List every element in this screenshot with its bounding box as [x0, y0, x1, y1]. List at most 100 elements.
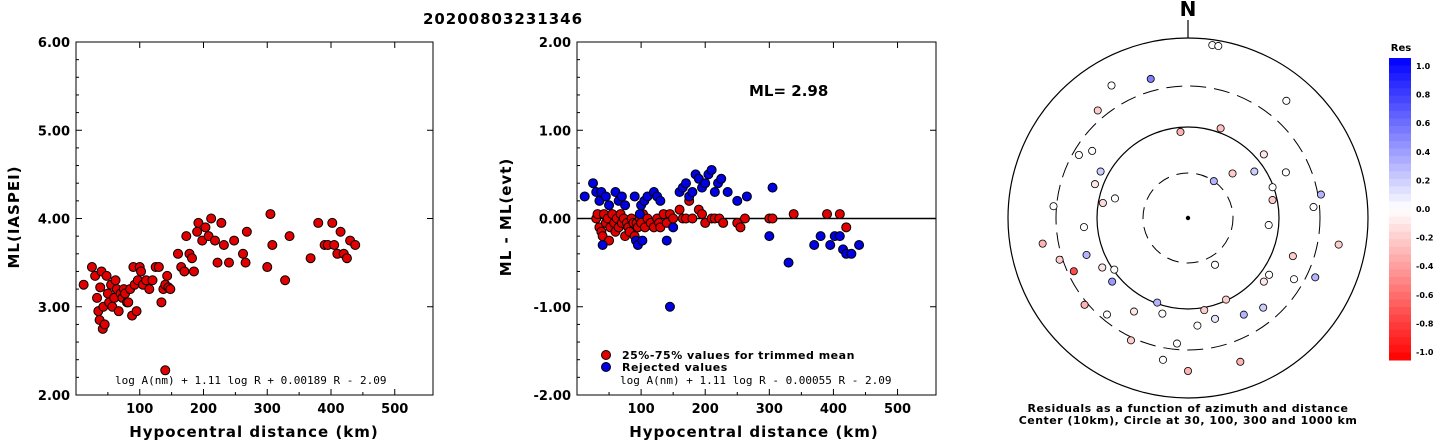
left-plot: 100 200 300 400 500 2.00 3.00 4.00 5.00 6.00 [38, 36, 434, 417]
colorbar-segment [1389, 141, 1411, 150]
colorbar-segment [1389, 239, 1411, 248]
colorbar-segment [1389, 209, 1411, 218]
data-point [668, 213, 679, 224]
legend-rejected: Rejected values [622, 361, 728, 374]
colorbar-tick-label: 1.0 [1416, 62, 1431, 71]
colorbar-segment [1389, 231, 1411, 240]
station-marker [1311, 273, 1320, 282]
data-point [788, 209, 799, 220]
data-point [661, 235, 672, 246]
station-marker [1250, 167, 1259, 176]
station-marker [1080, 300, 1089, 309]
data-point [732, 195, 743, 206]
station-marker [1193, 321, 1202, 330]
colorbar-segment [1389, 246, 1411, 255]
station-marker [1107, 81, 1116, 90]
colorbar-segment [1389, 171, 1411, 180]
data-point [327, 217, 338, 228]
data-point [854, 239, 865, 250]
station-marker [1158, 355, 1167, 364]
north-label: N [1180, 0, 1197, 21]
data-point [809, 239, 820, 250]
data-point [722, 187, 733, 198]
x-tick-label: 500 [884, 402, 911, 417]
station-marker [1288, 252, 1297, 261]
data-point [153, 262, 164, 273]
data-point [341, 253, 352, 264]
station-marker [1173, 339, 1182, 348]
station-marker [1222, 295, 1231, 304]
data-point [181, 231, 192, 242]
data-point [165, 284, 176, 295]
data-point [664, 301, 675, 312]
data-point [123, 297, 134, 308]
colorbar-segment [1389, 80, 1411, 89]
x-tick-label: 400 [317, 402, 344, 417]
middle-formula: log A(nm) + 1.11 log R - 0.00055 R - 2.0… [620, 374, 892, 387]
data-point [209, 235, 220, 246]
data-point [187, 253, 198, 264]
data-point [131, 306, 142, 317]
station-marker [1259, 277, 1268, 286]
y-tick-label: 6.00 [38, 36, 70, 51]
data-point [687, 213, 698, 224]
data-point [767, 213, 778, 224]
station-marker [1098, 263, 1107, 272]
colorbar-segment [1389, 201, 1411, 210]
station-marker [1110, 265, 1119, 274]
figure-title: 20200803231346 [423, 10, 583, 28]
station-marker [1209, 177, 1218, 186]
data-point [144, 284, 155, 295]
station-marker [1228, 169, 1237, 178]
colorbar-segment [1389, 148, 1411, 157]
station-marker [1153, 298, 1162, 307]
data-point [834, 209, 845, 220]
colorbar-tick-label: -0.8 [1416, 319, 1434, 328]
data-point [240, 257, 251, 268]
station-marker [1236, 357, 1245, 366]
data-point [735, 222, 746, 233]
data-point [179, 266, 190, 277]
colorbar-segment [1389, 163, 1411, 172]
station-marker [1079, 223, 1088, 232]
x-tick-label: 100 [126, 402, 153, 417]
x-tick-label: 400 [820, 402, 847, 417]
colorbar-tick-label: -0.2 [1416, 234, 1434, 243]
colorbar-tick-label: 0.0 [1416, 205, 1431, 214]
data-point [634, 209, 645, 220]
data-point [741, 191, 752, 202]
y-tick-label: 2.00 [38, 389, 70, 404]
station-marker [1110, 194, 1119, 203]
colorbar-segment [1389, 178, 1411, 187]
data-point [739, 213, 750, 224]
station-marker [1290, 275, 1299, 284]
data-point [597, 239, 608, 250]
y-tick-label: 5.00 [38, 124, 70, 139]
colorbar-title: Res [1391, 43, 1411, 54]
data-point [99, 319, 110, 330]
data-point [637, 235, 648, 246]
data-point [718, 217, 729, 228]
data-point [92, 292, 103, 303]
data-point [700, 178, 711, 189]
y-tick-label: 2.00 [539, 36, 571, 51]
colorbar-segment [1389, 254, 1411, 263]
colorbar-segment [1389, 269, 1411, 278]
colorbar-segment [1389, 299, 1411, 308]
polar-caption-2: Center (10km), Circle at 30, 100, 300 an… [1019, 414, 1358, 427]
colorbar-segment [1389, 322, 1411, 331]
station-marker [1184, 366, 1193, 375]
legend-marker-trimmed [601, 350, 611, 360]
data-point [147, 275, 158, 286]
data-point [846, 248, 857, 259]
x-tick-label: 200 [190, 402, 217, 417]
data-point [212, 257, 223, 268]
station-marker [1176, 127, 1185, 136]
data-point [620, 200, 631, 211]
x-tick-label: 300 [756, 402, 783, 417]
colorbar-segment [1389, 216, 1411, 225]
station-marker [1038, 239, 1047, 248]
colorbar-tick-label: 0.4 [1416, 148, 1431, 157]
station-marker [1126, 336, 1135, 345]
epicenter [1185, 215, 1191, 221]
